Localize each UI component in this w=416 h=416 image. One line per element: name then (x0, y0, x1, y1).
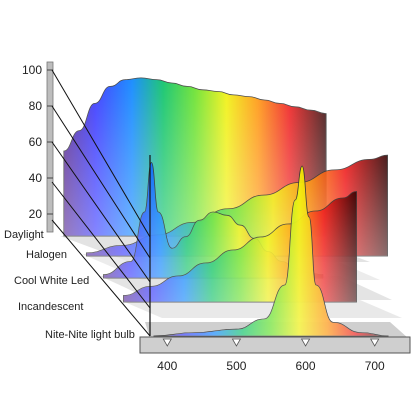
x-tick-label-3: 700 (365, 359, 385, 373)
series-leaders (51, 69, 151, 337)
x-tick-mark-2 (300, 338, 311, 347)
x-tick-label-2: 600 (296, 359, 316, 373)
leader-line-2 (51, 141, 151, 283)
leader-line-4 (51, 219, 151, 337)
y-tick-label-3: 80 (29, 99, 43, 113)
series-label-0: Daylight (4, 229, 44, 241)
y-tick-label-2: 60 (29, 135, 43, 149)
y-tick-label-1: 40 (29, 171, 43, 185)
leader-line-1 (51, 105, 151, 259)
series-label-4: Nite-Nite light bulb (45, 329, 135, 341)
spectrum-layers (63, 77, 389, 337)
x-tick-mark-1 (231, 338, 242, 347)
series-label-2: Cool White Led (14, 275, 89, 287)
y-axis-ticks: 20 40 60 80 100 (22, 63, 53, 221)
x-axis-bar (139, 336, 411, 354)
series-label-1: Halogen (26, 249, 67, 261)
leader-line-0 (51, 69, 151, 238)
series-sheen-2 (103, 162, 323, 278)
y-tick-label-4: 100 (22, 63, 42, 77)
x-tick-mark-3 (370, 338, 380, 347)
series-labels: Daylight Halogen Cool White Led Incandescen… (4, 229, 135, 341)
floor-incandescent (120, 300, 402, 318)
y-axis (46, 61, 54, 233)
x-tick-label-0: 400 (157, 359, 177, 373)
series-label-3: Incandescent (18, 301, 83, 313)
x-tick-mark-0 (162, 338, 172, 347)
leader-line-3 (51, 181, 151, 309)
series-4 (153, 165, 389, 337)
y-tick-label-0: 20 (29, 207, 43, 221)
x-axis-plate (139, 336, 411, 354)
x-axis: 400 500 600 700 (157, 338, 385, 373)
x-tick-label-1: 500 (226, 359, 246, 373)
y-axis-bar (46, 61, 54, 233)
